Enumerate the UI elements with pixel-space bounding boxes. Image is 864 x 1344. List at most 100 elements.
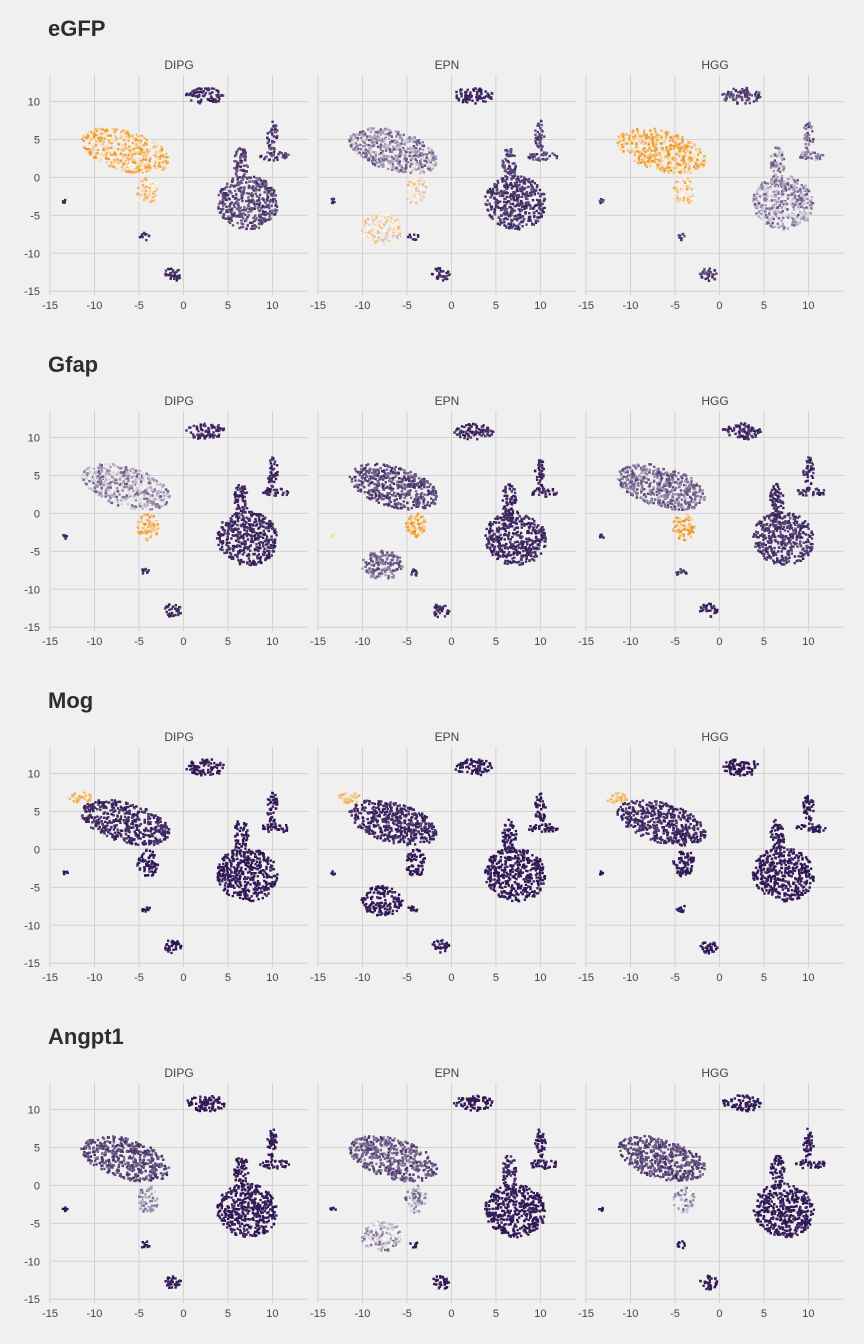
cell-point [398, 222, 401, 225]
cell-point [379, 217, 383, 220]
cell-point [489, 196, 492, 199]
cell-point [245, 529, 249, 533]
cell-point [237, 512, 241, 515]
cell-point [768, 187, 772, 190]
cell-point [802, 199, 805, 202]
cell-point [508, 154, 511, 158]
cell-point [166, 490, 170, 493]
cell-point [240, 212, 243, 216]
cell-point [218, 97, 221, 100]
cell-point [465, 96, 469, 99]
cell-point [765, 222, 769, 225]
cell-point [131, 141, 135, 145]
cell-point [158, 156, 161, 159]
cell-point [245, 532, 248, 535]
cell-point [230, 528, 233, 532]
cell-point [803, 197, 806, 200]
cell-point [233, 501, 237, 504]
cell-point [233, 160, 236, 163]
cell-point [101, 475, 104, 478]
cell-point [509, 206, 513, 209]
cell-point [421, 169, 425, 172]
cell-point [134, 493, 137, 496]
cell-point [770, 194, 773, 198]
cell-point [113, 491, 116, 494]
cell-point [676, 137, 680, 140]
cell-point [687, 169, 691, 172]
cell-point [332, 197, 336, 201]
cell-point [236, 498, 240, 501]
cell-point [636, 128, 639, 131]
cell-point [128, 134, 131, 138]
cell-point [486, 199, 489, 202]
cell-point [267, 204, 270, 208]
cell-point [275, 202, 278, 206]
cell-point [259, 535, 262, 538]
cell-point [693, 143, 696, 146]
cell-point [254, 218, 258, 221]
cell-point [501, 208, 504, 211]
cell-point [250, 200, 253, 204]
cell-point [775, 183, 778, 187]
cell-point [241, 534, 244, 537]
cell-point [106, 487, 110, 491]
cell-point [405, 151, 408, 154]
cell-point [420, 182, 423, 186]
cell-point [125, 472, 128, 476]
cell-point [770, 223, 774, 226]
cell-point [247, 533, 250, 536]
cell-point [786, 227, 790, 230]
cell-point [535, 158, 538, 161]
cell-point [130, 153, 134, 156]
cell-point [412, 146, 415, 150]
cell-point [642, 150, 645, 153]
cell-point [85, 483, 88, 486]
cell-point [97, 491, 101, 494]
cell-point [501, 180, 504, 183]
cell-point [227, 209, 230, 212]
cell-point [403, 150, 407, 153]
cell-point [508, 196, 511, 199]
cell-point [240, 560, 243, 563]
cell-point [163, 503, 166, 506]
cell-point [493, 211, 496, 214]
cell-point [116, 498, 119, 502]
cell-point [602, 199, 605, 202]
cell-point [505, 187, 509, 191]
cell-point [408, 136, 411, 139]
cell-point [243, 173, 246, 176]
cell-point [160, 146, 163, 149]
cell-point [411, 169, 414, 172]
cell-point [145, 148, 149, 151]
cell-point [728, 95, 732, 99]
cell-point [494, 203, 498, 206]
cell-point [234, 153, 238, 156]
cell-point [534, 133, 537, 136]
cell-point [240, 485, 244, 489]
cell-point [781, 209, 784, 213]
cell-point [541, 152, 544, 156]
cell-point [804, 219, 807, 222]
cell-point [802, 193, 805, 197]
cell-point [238, 226, 241, 230]
cell-point [276, 134, 279, 138]
cell-point [222, 428, 225, 432]
cell-point [626, 149, 629, 152]
cell-point [141, 158, 145, 161]
cell-point [398, 145, 402, 148]
cell-point [396, 148, 399, 151]
cell-point [410, 194, 413, 198]
cell-point [80, 476, 83, 479]
cell-point [680, 237, 683, 240]
cell-point [402, 146, 405, 150]
cell-point [235, 515, 238, 519]
cell-point [177, 274, 181, 277]
cell-point [261, 219, 264, 222]
cell-point [144, 150, 148, 154]
cell-point [521, 225, 524, 228]
cell-point [139, 139, 143, 142]
cell-point [380, 224, 383, 227]
cell-point [232, 185, 236, 188]
cell-point [145, 497, 149, 500]
cell-point [668, 166, 672, 169]
